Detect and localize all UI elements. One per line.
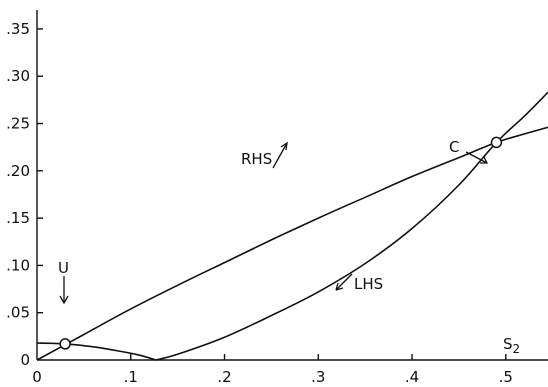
x-tick-label: .2 — [217, 368, 231, 386]
x-tick-label: .1 — [124, 368, 138, 386]
x-tick-label: .3 — [311, 368, 325, 386]
y-tick-label: .15 — [6, 209, 30, 227]
x-tick-label: .4 — [405, 368, 419, 386]
y-tick-label: .35 — [6, 20, 30, 38]
markers-group — [59, 136, 503, 350]
point-u-marker — [59, 338, 71, 350]
x-axis-label-sub: 2 — [513, 342, 521, 356]
series-lhs-line — [36, 91, 548, 361]
annotation-arrows — [59, 141, 489, 305]
u-label: U — [58, 259, 69, 277]
rhs-arrow-head — [280, 141, 288, 151]
lhs-arrow-head — [335, 282, 344, 291]
y-tick-label: .10 — [6, 256, 30, 274]
x-axis-label-main: S — [503, 335, 513, 353]
point-c-marker — [490, 136, 503, 149]
c-arrow-head — [480, 156, 489, 164]
c-arrow — [465, 151, 488, 164]
x-tick-label: .5 — [499, 368, 513, 386]
y-tick-label: .25 — [6, 115, 30, 133]
y-tick-label: 0 — [20, 351, 30, 369]
lhs-label: LHS — [354, 275, 383, 293]
axes — [36, 10, 548, 361]
x-axis-label: S2 — [503, 335, 520, 356]
y-tick-label: .20 — [6, 162, 30, 180]
series-rhs-line — [36, 126, 548, 361]
y-tick-label: .05 — [6, 304, 30, 322]
x-tick-label: 0 — [32, 368, 42, 386]
ticks-group: 0 .05 .10 .15 .20 .25 .30 .35 0 .1 .2 .3 .4 .5 — [6, 20, 513, 386]
lhs-arrow — [335, 273, 353, 291]
curves-group — [36, 91, 548, 361]
rhs-arrow — [272, 142, 288, 169]
u-arrow-head — [59, 295, 69, 305]
y-tick-label: .30 — [6, 67, 30, 85]
c-label: C — [449, 138, 459, 156]
rhs-label: RHS — [241, 150, 272, 168]
